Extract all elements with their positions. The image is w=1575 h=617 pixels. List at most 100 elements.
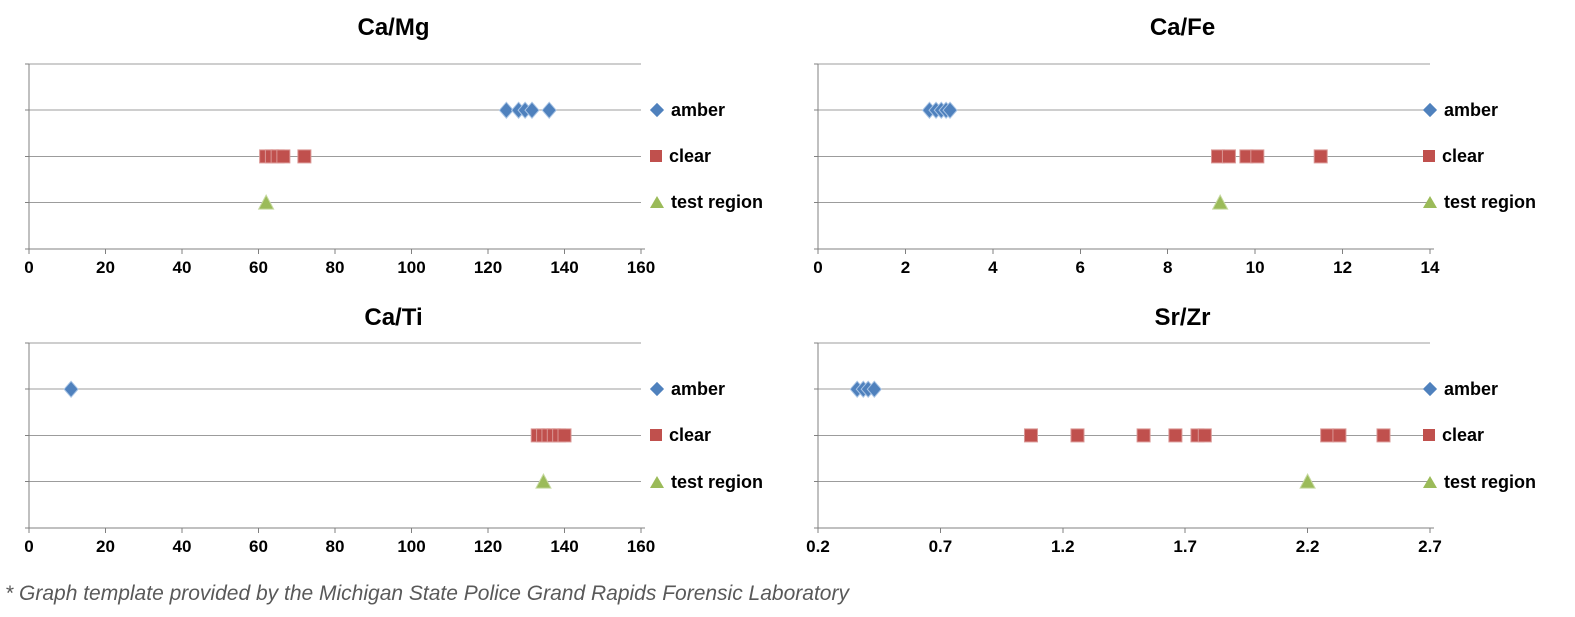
legend-label: test region [671,471,764,492]
x-tick-label: 60 [249,537,268,556]
x-tick-label: 20 [96,258,115,277]
test-region-triangle-icon [1423,476,1437,488]
plot-area: 0 2 4 6 8 10 12 14 [813,63,1440,277]
legend-label: clear [1442,145,1485,166]
amber-diamond-icon [1422,381,1438,397]
legend-item-amber: amber [1422,378,1499,400]
legend-item-test-region: test region [1423,471,1536,493]
x-tick-label: 120 [474,537,502,556]
x-tick-label: 6 [1076,258,1085,277]
clear-data-point [1023,428,1038,443]
test-region-data-point [1211,194,1229,210]
legend-item-amber: amber [649,378,726,400]
x-tick-label: 100 [397,537,425,556]
x-tick-label: 0 [813,258,822,277]
amber-diamond-icon [649,381,665,397]
chart-title: Sr/Zr [1154,304,1211,331]
x-tick-label: 160 [627,258,655,277]
legend: amber clear test region [0,300,763,585]
footer-credit-note: * Graph template provided by the Michiga… [5,582,849,605]
plot-area: 0.2 0.7 1.2 1.7 2.2 2.7 [806,342,1442,556]
x-tick-label: 2.2 [1296,537,1320,556]
amber-data-point [541,101,557,119]
clear-data-point [297,149,312,164]
x-tick-label: 60 [249,258,268,277]
legend-label: amber [1444,378,1499,399]
amber-data-point [63,380,79,398]
clear-data-point [557,428,572,443]
test-region-data-point [257,194,275,210]
clear-data-point [1313,149,1328,164]
chart-ca-fe: Ca/Fe 0 2 4 6 8 10 12 14 amber clear test regio… [789,0,1575,285]
x-tick-label: 160 [627,537,655,556]
legend-label: amber [671,99,726,120]
legend-label: test region [1444,471,1537,492]
legend-label: clear [669,145,712,166]
amber-diamond-icon [649,102,665,118]
clear-data-point [1376,428,1391,443]
x-tick-label: 4 [988,258,998,277]
clear-data-point [1168,428,1183,443]
legend-item-clear: clear [650,145,711,167]
legend-item-clear: clear [1423,145,1484,167]
legend: amber clear test region [0,0,763,285]
chart-title: Ca/Mg [357,14,430,41]
x-tick-label: 80 [326,537,345,556]
amber-data-point [524,101,540,119]
legend-item-amber: amber [1422,99,1499,121]
x-tick-label: 20 [96,537,115,556]
x-tick-label: 8 [1163,258,1172,277]
x-tick-label: 80 [326,258,345,277]
legend-item-test-region: test region [650,471,763,493]
x-tick-label: 10 [1246,258,1265,277]
legend-item-test-region: test region [650,191,763,213]
legend-label: amber [671,378,726,399]
x-tick-label: 40 [173,537,192,556]
clear-data-point [1136,428,1151,443]
legend-label: clear [669,424,712,445]
amber-data-point [866,380,882,398]
chart-title: Ca/Ti [364,304,423,331]
x-tick-label: 0 [24,258,33,277]
plot-area: 0 20 40 60 80 100 120 140 160 [24,342,655,556]
test-region-triangle-icon [650,476,664,488]
x-tick-label: 1.2 [1051,537,1075,556]
legend-label: amber [1444,99,1499,120]
clear-data-point [1250,149,1265,164]
clear-square-icon [1423,150,1435,162]
clear-data-point [1221,149,1236,164]
amber-data-point [498,101,515,119]
legend-item-amber: amber [649,99,726,121]
x-tick-label: 100 [397,258,425,277]
x-tick-label: 14 [1421,258,1440,277]
x-tick-label: 2.7 [1418,537,1442,556]
clear-square-icon [650,150,662,162]
x-tick-label: 1.7 [1173,537,1197,556]
clear-data-point [1070,428,1085,443]
x-tick-label: 0.7 [929,537,953,556]
legend: amber clear test region [789,300,1536,585]
chart-sr-zr: Sr/Zr 0.2 0.7 1.2 1.7 2.2 2.7 amber clear tes… [789,300,1575,585]
clear-square-icon [1423,429,1435,441]
amber-data-point [942,101,958,119]
chart-ca-ti: Ca/Ti 0 20 40 60 80 100 120 140 160 amber clear … [0,300,787,585]
x-tick-label: 0 [24,537,33,556]
clear-data-point [1332,428,1347,443]
test-region-data-point [1299,473,1316,489]
x-tick-label: 40 [173,258,192,277]
x-tick-label: 140 [550,537,578,556]
x-tick-label: 2 [901,258,910,277]
clear-data-point [1197,428,1212,443]
legend-item-clear: clear [650,424,711,446]
x-tick-label: 0.2 [806,537,830,556]
clear-data-point [276,149,291,164]
legend-label: clear [1442,424,1485,445]
amber-diamond-icon [1422,102,1438,118]
legend: amber clear test region [789,0,1536,285]
clear-data-point [1320,428,1335,443]
legend-label: test region [1444,191,1537,212]
test-region-triangle-icon [650,196,664,208]
test-region-triangle-icon [1423,196,1437,208]
chart-title: Ca/Fe [1149,14,1216,41]
